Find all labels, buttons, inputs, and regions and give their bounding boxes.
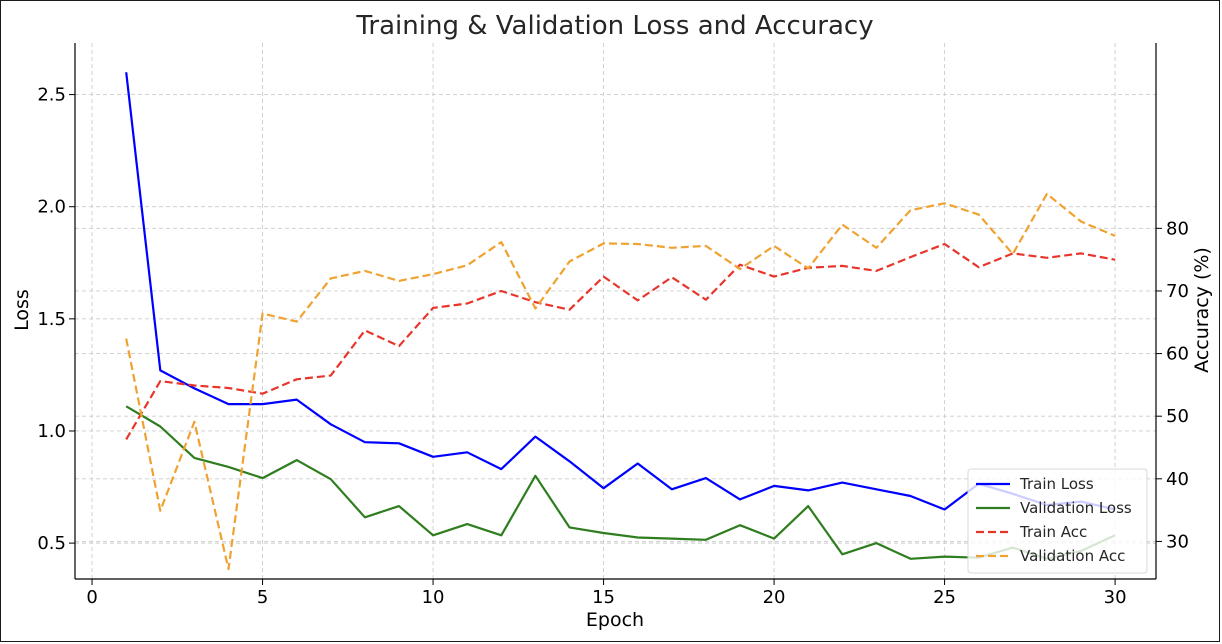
legend-label-train-loss: Train Loss <box>1019 475 1094 493</box>
series-line-train-acc <box>125 242 1116 440</box>
y-left-tick-label: 1.5 <box>37 309 66 330</box>
series-line-validation-loss <box>125 405 1116 560</box>
x-tick-label: 0 <box>86 587 97 608</box>
y-axis-left-label: Loss <box>11 289 33 331</box>
y-left-tick-label: 2.5 <box>37 85 66 106</box>
y-left-tick-label: 1.0 <box>37 421 66 442</box>
y-right-tick-label: 40 <box>1166 469 1189 490</box>
y-right-tick-label: 50 <box>1166 406 1189 427</box>
y-axis-right-label: Accuracy (%) <box>1191 247 1213 373</box>
chart-title: Training & Validation Loss and Accuracy <box>355 11 873 41</box>
legend-label-validation-acc: Validation Acc <box>1020 547 1125 565</box>
series-lines <box>125 72 1116 571</box>
series-line-validation-acc <box>125 192 1116 571</box>
x-tick-label: 30 <box>1104 587 1127 608</box>
x-tick-label: 20 <box>763 587 786 608</box>
y-left-tick-label: 0.5 <box>37 533 66 554</box>
y-right-tick-label: 70 <box>1166 281 1189 302</box>
legend: Train Loss Validation Loss Train Acc Valida… <box>967 468 1148 574</box>
axes: 0 5 10 15 20 25 30 0.5 1.0 1.5 2.0 2.5 30 40 50 60 70 80 <box>37 43 1189 608</box>
x-tick-label: 25 <box>933 587 956 608</box>
legend-box <box>967 468 1148 574</box>
y-right-tick-label: 30 <box>1166 531 1189 552</box>
legend-label-train-acc: Train Acc <box>1019 523 1087 541</box>
y-right-tick-label: 60 <box>1166 344 1189 365</box>
y-left-tick-label: 2.0 <box>37 197 66 218</box>
legend-label-validation-loss: Validation Loss <box>1020 499 1132 517</box>
grid <box>75 43 1156 579</box>
x-tick-label: 10 <box>422 587 445 608</box>
x-axis-label: Epoch <box>586 609 644 631</box>
y-right-tick-label: 80 <box>1166 218 1189 239</box>
x-tick-label: 15 <box>592 587 615 608</box>
series-line-train-loss <box>125 72 1116 511</box>
x-tick-label: 5 <box>257 587 268 608</box>
